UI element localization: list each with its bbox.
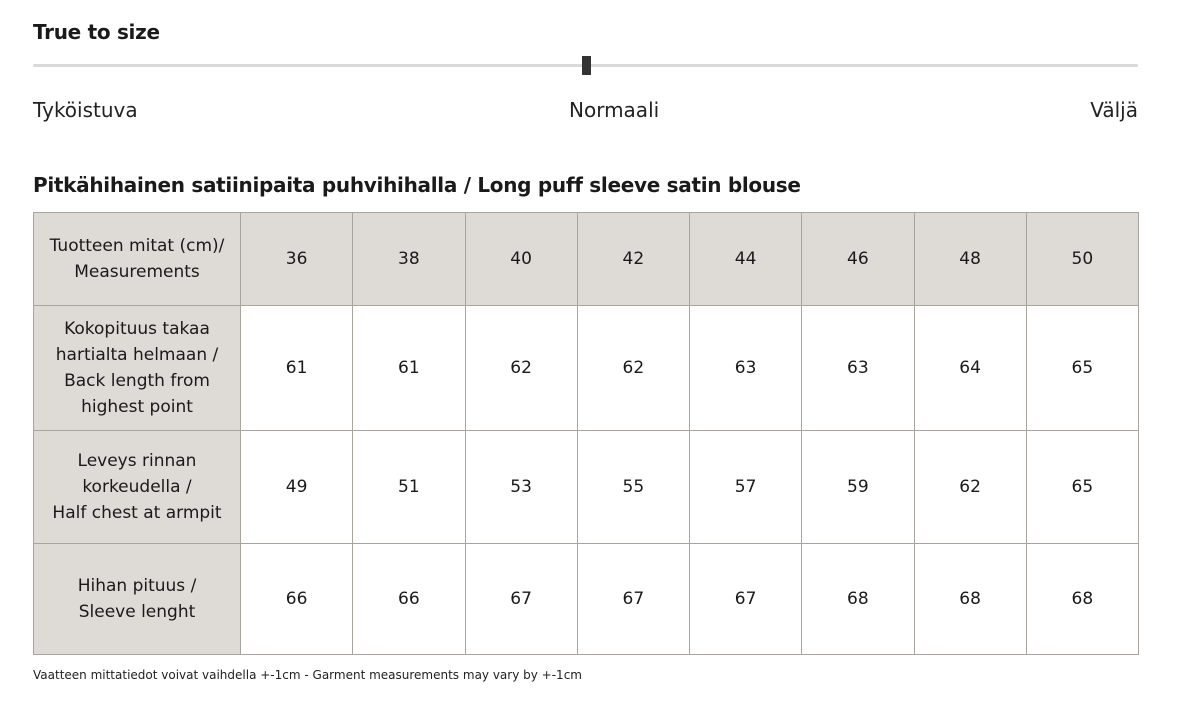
measurement-value-cell: 63 <box>688 305 803 431</box>
fit-label-left: Tyköistuva <box>33 98 138 122</box>
measurement-value-cell: 62 <box>576 305 691 431</box>
measurement-value-cell: 68 <box>1025 543 1140 655</box>
size-header-cell: 46 <box>801 212 915 306</box>
size-header-cell: 40 <box>464 212 578 306</box>
measurement-value-cell: 64 <box>913 305 1027 431</box>
measurement-value-cell: 66 <box>239 543 354 655</box>
measurement-row: Kokopituus takaa hartialta helmaan / Back … <box>33 305 1140 431</box>
size-header-row: Tuotteen mitat (cm)/Measurements 36 38 40 42… <box>33 212 1140 306</box>
measurement-value-cell: 62 <box>913 430 1027 544</box>
measurement-value-cell: 65 <box>1025 305 1140 431</box>
size-header-cell: 48 <box>913 212 1027 306</box>
measurement-value-cell: 53 <box>464 430 578 544</box>
measurement-value-cell: 68 <box>913 543 1027 655</box>
fit-slider-thumb <box>581 56 591 75</box>
measurement-value-cell: 49 <box>239 430 354 544</box>
fit-label-center: Normaali <box>569 98 660 122</box>
measurement-value-cell: 67 <box>464 543 578 655</box>
size-chart-title: Pitkähihainen satiinipaita puhvihihalla … <box>33 173 801 197</box>
size-header-cell: 38 <box>352 212 466 306</box>
measurement-value-cell: 61 <box>239 305 354 431</box>
measurement-value-cell: 66 <box>352 543 466 655</box>
measurement-value-cell: 68 <box>801 543 915 655</box>
measurement-value-cell: 62 <box>464 305 578 431</box>
measurement-value-cell: 57 <box>688 430 803 544</box>
size-header-cell: 36 <box>239 212 354 306</box>
size-header-cell: 42 <box>576 212 691 306</box>
measurement-value-cell: 65 <box>1025 430 1140 544</box>
measurement-label-cell: Leveys rinnan korkeudella / Half chest at … <box>33 430 241 544</box>
fit-label-right: Väljä <box>1090 98 1138 122</box>
measurement-note: Vaatteen mittatiedot voivat vaihdella +-… <box>33 668 582 682</box>
header-label-cell: Tuotteen mitat (cm)/Measurements <box>33 212 241 306</box>
measurement-label-cell: Hihan pituus / Sleeve lenght <box>33 543 241 655</box>
measurement-label-cell: Kokopituus takaa hartialta helmaan / Back … <box>33 305 241 431</box>
measurement-value-cell: 63 <box>801 305 915 431</box>
fit-title: True to size <box>33 20 160 44</box>
measurement-value-cell: 51 <box>352 430 466 544</box>
measurement-value-cell: 59 <box>801 430 915 544</box>
measurement-value-cell: 61 <box>352 305 466 431</box>
size-header-cell: 50 <box>1025 212 1140 306</box>
measurement-value-cell: 67 <box>576 543 691 655</box>
fit-slider <box>33 56 1138 76</box>
measurement-value-cell: 55 <box>576 430 691 544</box>
size-chart-table: Tuotteen mitat (cm)/Measurements 36 38 40 42… <box>33 212 1140 655</box>
size-header-cell: 44 <box>688 212 803 306</box>
measurement-row: Hihan pituus / Sleeve lenght 66 66 67 67 67 68 6… <box>33 543 1140 655</box>
measurement-row: Leveys rinnan korkeudella / Half chest at … <box>33 430 1140 544</box>
measurement-value-cell: 67 <box>688 543 803 655</box>
